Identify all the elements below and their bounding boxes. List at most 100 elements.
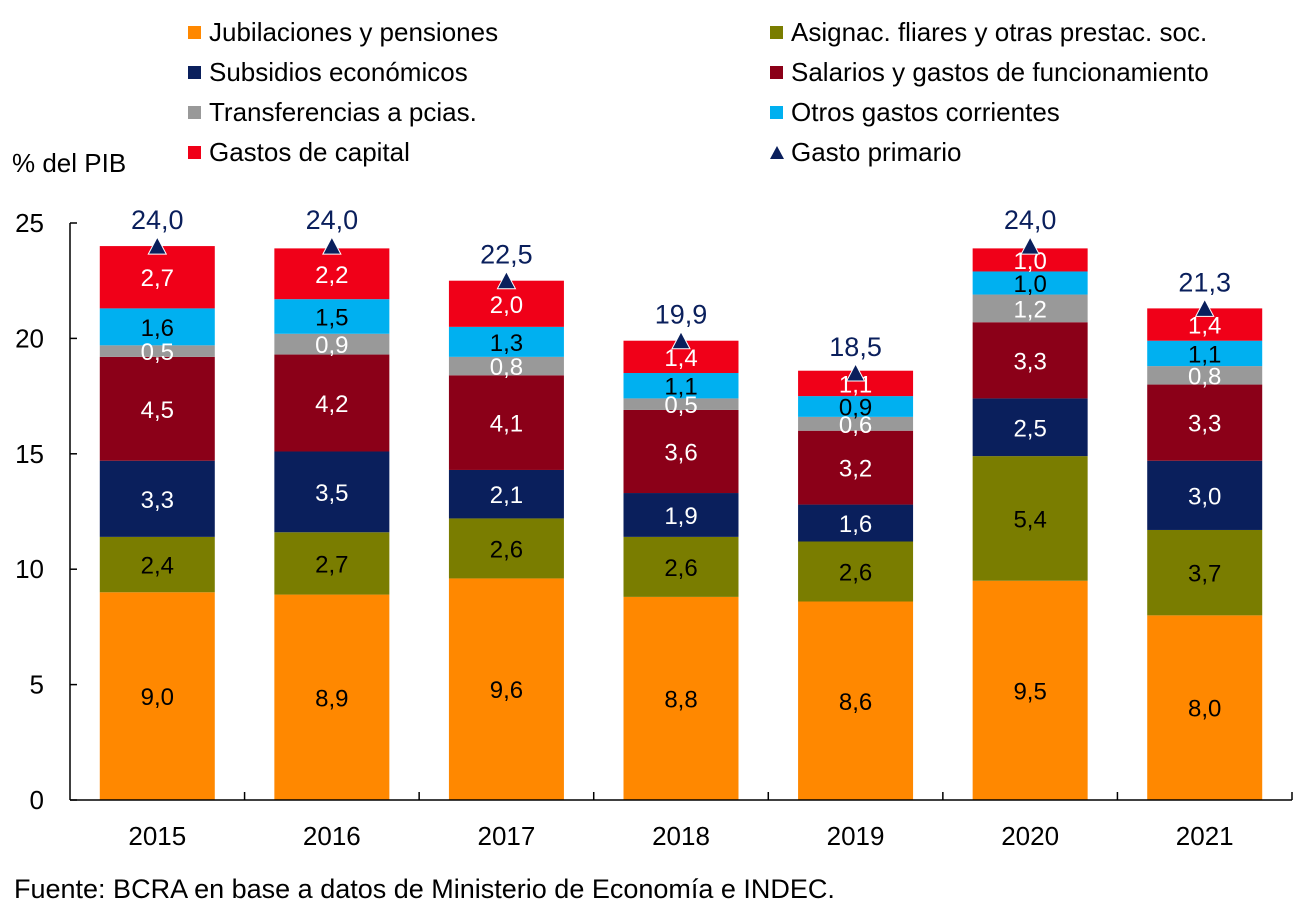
data-label: 1,5 <box>315 304 348 331</box>
bar-segment <box>623 409 739 494</box>
legend-label: Salarios y gastos de funcionamiento <box>791 57 1209 87</box>
bar-segment <box>274 299 390 334</box>
y-tick-label: 20 <box>15 323 44 353</box>
bar-segment <box>448 578 564 800</box>
data-label: 4,1 <box>490 411 523 438</box>
bar-segment <box>972 294 1088 323</box>
legend-swatch <box>188 105 201 119</box>
data-label: 8,8 <box>664 686 697 713</box>
bar-segment <box>623 536 739 597</box>
data-label: 1,2 <box>1013 296 1046 323</box>
bar-segment <box>99 308 215 346</box>
data-label: 1,1 <box>1188 341 1221 368</box>
legend-label: Gastos de capital <box>209 137 410 167</box>
bar-segment <box>1147 615 1263 800</box>
data-label: 9,0 <box>141 684 174 711</box>
legend-swatch <box>188 145 201 159</box>
x-tick-label: 2020 <box>1001 821 1059 851</box>
y-tick-label: 5 <box>30 670 44 700</box>
data-label: 3,3 <box>1013 348 1046 375</box>
bar-segment <box>99 356 215 461</box>
data-label: 1,3 <box>490 330 523 357</box>
data-label: 0,8 <box>1188 363 1221 390</box>
data-label: 2,5 <box>1013 415 1046 442</box>
data-label: 0,6 <box>839 412 872 439</box>
bar-segment <box>798 396 914 417</box>
data-label: 2,4 <box>141 553 174 580</box>
bar-segment <box>1147 340 1263 367</box>
data-label: 2,6 <box>664 555 697 582</box>
bar-segment <box>448 375 564 470</box>
data-label: 2,0 <box>490 292 523 319</box>
triangle-marker <box>845 362 866 382</box>
bar-segment <box>972 271 1088 295</box>
bar-segment <box>448 469 564 519</box>
data-label: 8,0 <box>1188 696 1221 723</box>
bar-segment <box>972 322 1088 399</box>
legend-label: Asignac. fliares y otras prestac. soc. <box>791 17 1208 47</box>
x-tick-label: 2015 <box>128 821 186 851</box>
data-label: 8,6 <box>839 689 872 716</box>
bar-segment <box>798 504 914 542</box>
legend-item-salarios: Salarios y gastos de funcionamiento <box>770 57 1209 87</box>
bar-segment <box>99 536 215 593</box>
bar-segment <box>798 601 914 800</box>
data-label: 0,5 <box>141 339 174 366</box>
data-label: 3,3 <box>1188 411 1221 438</box>
total-label: 24,0 <box>306 205 359 235</box>
bar-segment <box>99 246 215 309</box>
x-tick-label: 2018 <box>652 821 710 851</box>
bar-segment <box>1147 366 1263 385</box>
legend-item-transferencias: Transferencias a pcias. <box>188 97 477 127</box>
x-tick-label: 2021 <box>1176 821 1234 851</box>
data-label: 3,7 <box>1188 561 1221 588</box>
legend-item-jubilaciones: Jubilaciones y pensiones <box>188 17 498 47</box>
data-label: 2,2 <box>315 262 348 289</box>
axes-layer: 2015 2016 2017 2018 2019 2020 2021 0 5 10 15 20 25 <box>15 208 1293 851</box>
bar-segment <box>623 398 739 410</box>
data-label: 2,1 <box>490 482 523 509</box>
segment-label-layer: 9,02,43,34,50,51,62,78,92,73,54,20,91,52… <box>141 248 1222 723</box>
data-label: 9,6 <box>490 677 523 704</box>
bar-segment <box>623 596 739 800</box>
bar-segment <box>274 354 390 452</box>
data-label: 3,2 <box>839 456 872 483</box>
data-label: 0,8 <box>490 354 523 381</box>
legend-item-gastos-capital: Gastos de capital <box>188 137 410 167</box>
y-axis-unit-label: % del PIB <box>12 148 127 178</box>
triangle-marker <box>671 330 691 350</box>
x-tick-label: 2016 <box>303 821 361 851</box>
gasto-primario-markers: 24,0 24,0 22,5 19,9 18,5 24,0 21,3 <box>131 205 1231 382</box>
data-label: 2,6 <box>839 560 872 587</box>
legend-item-subsidios: Subsidios económicos <box>188 57 468 87</box>
legend-swatch <box>770 65 783 79</box>
y-tick-label: 25 <box>15 208 44 238</box>
data-label: 1,6 <box>141 315 174 342</box>
data-label: 4,5 <box>141 397 174 424</box>
data-label: 3,5 <box>315 480 348 507</box>
total-label: 18,5 <box>829 332 882 362</box>
total-label: 22,5 <box>480 240 533 270</box>
legend-label: Transferencias a pcias. <box>209 97 477 127</box>
bar-segment <box>798 430 914 505</box>
data-label: 3,3 <box>141 487 174 514</box>
triangle-marker <box>1020 236 1040 255</box>
legend-label: Gasto primario <box>791 137 962 167</box>
data-label: 5,4 <box>1013 506 1046 533</box>
bar-segment <box>972 398 1088 457</box>
bar-segment <box>99 592 215 800</box>
data-label: 4,2 <box>315 391 348 418</box>
total-label: 19,9 <box>655 300 708 330</box>
data-label: 2,7 <box>315 551 348 578</box>
data-label: 0,5 <box>664 392 697 419</box>
y-tick-label: 0 <box>30 785 44 815</box>
data-label: 0,9 <box>315 332 348 359</box>
bar-segment <box>99 460 215 537</box>
triangle-marker <box>1194 298 1215 317</box>
total-label: 21,3 <box>1178 267 1231 297</box>
legend-item-asignaciones: Asignac. fliares y otras prestac. soc. <box>770 17 1207 47</box>
x-tick-label: 2017 <box>478 821 536 851</box>
bar-segment <box>99 345 215 357</box>
legend-label: Jubilaciones y pensiones <box>209 17 499 47</box>
data-label: 1,4 <box>664 345 697 372</box>
